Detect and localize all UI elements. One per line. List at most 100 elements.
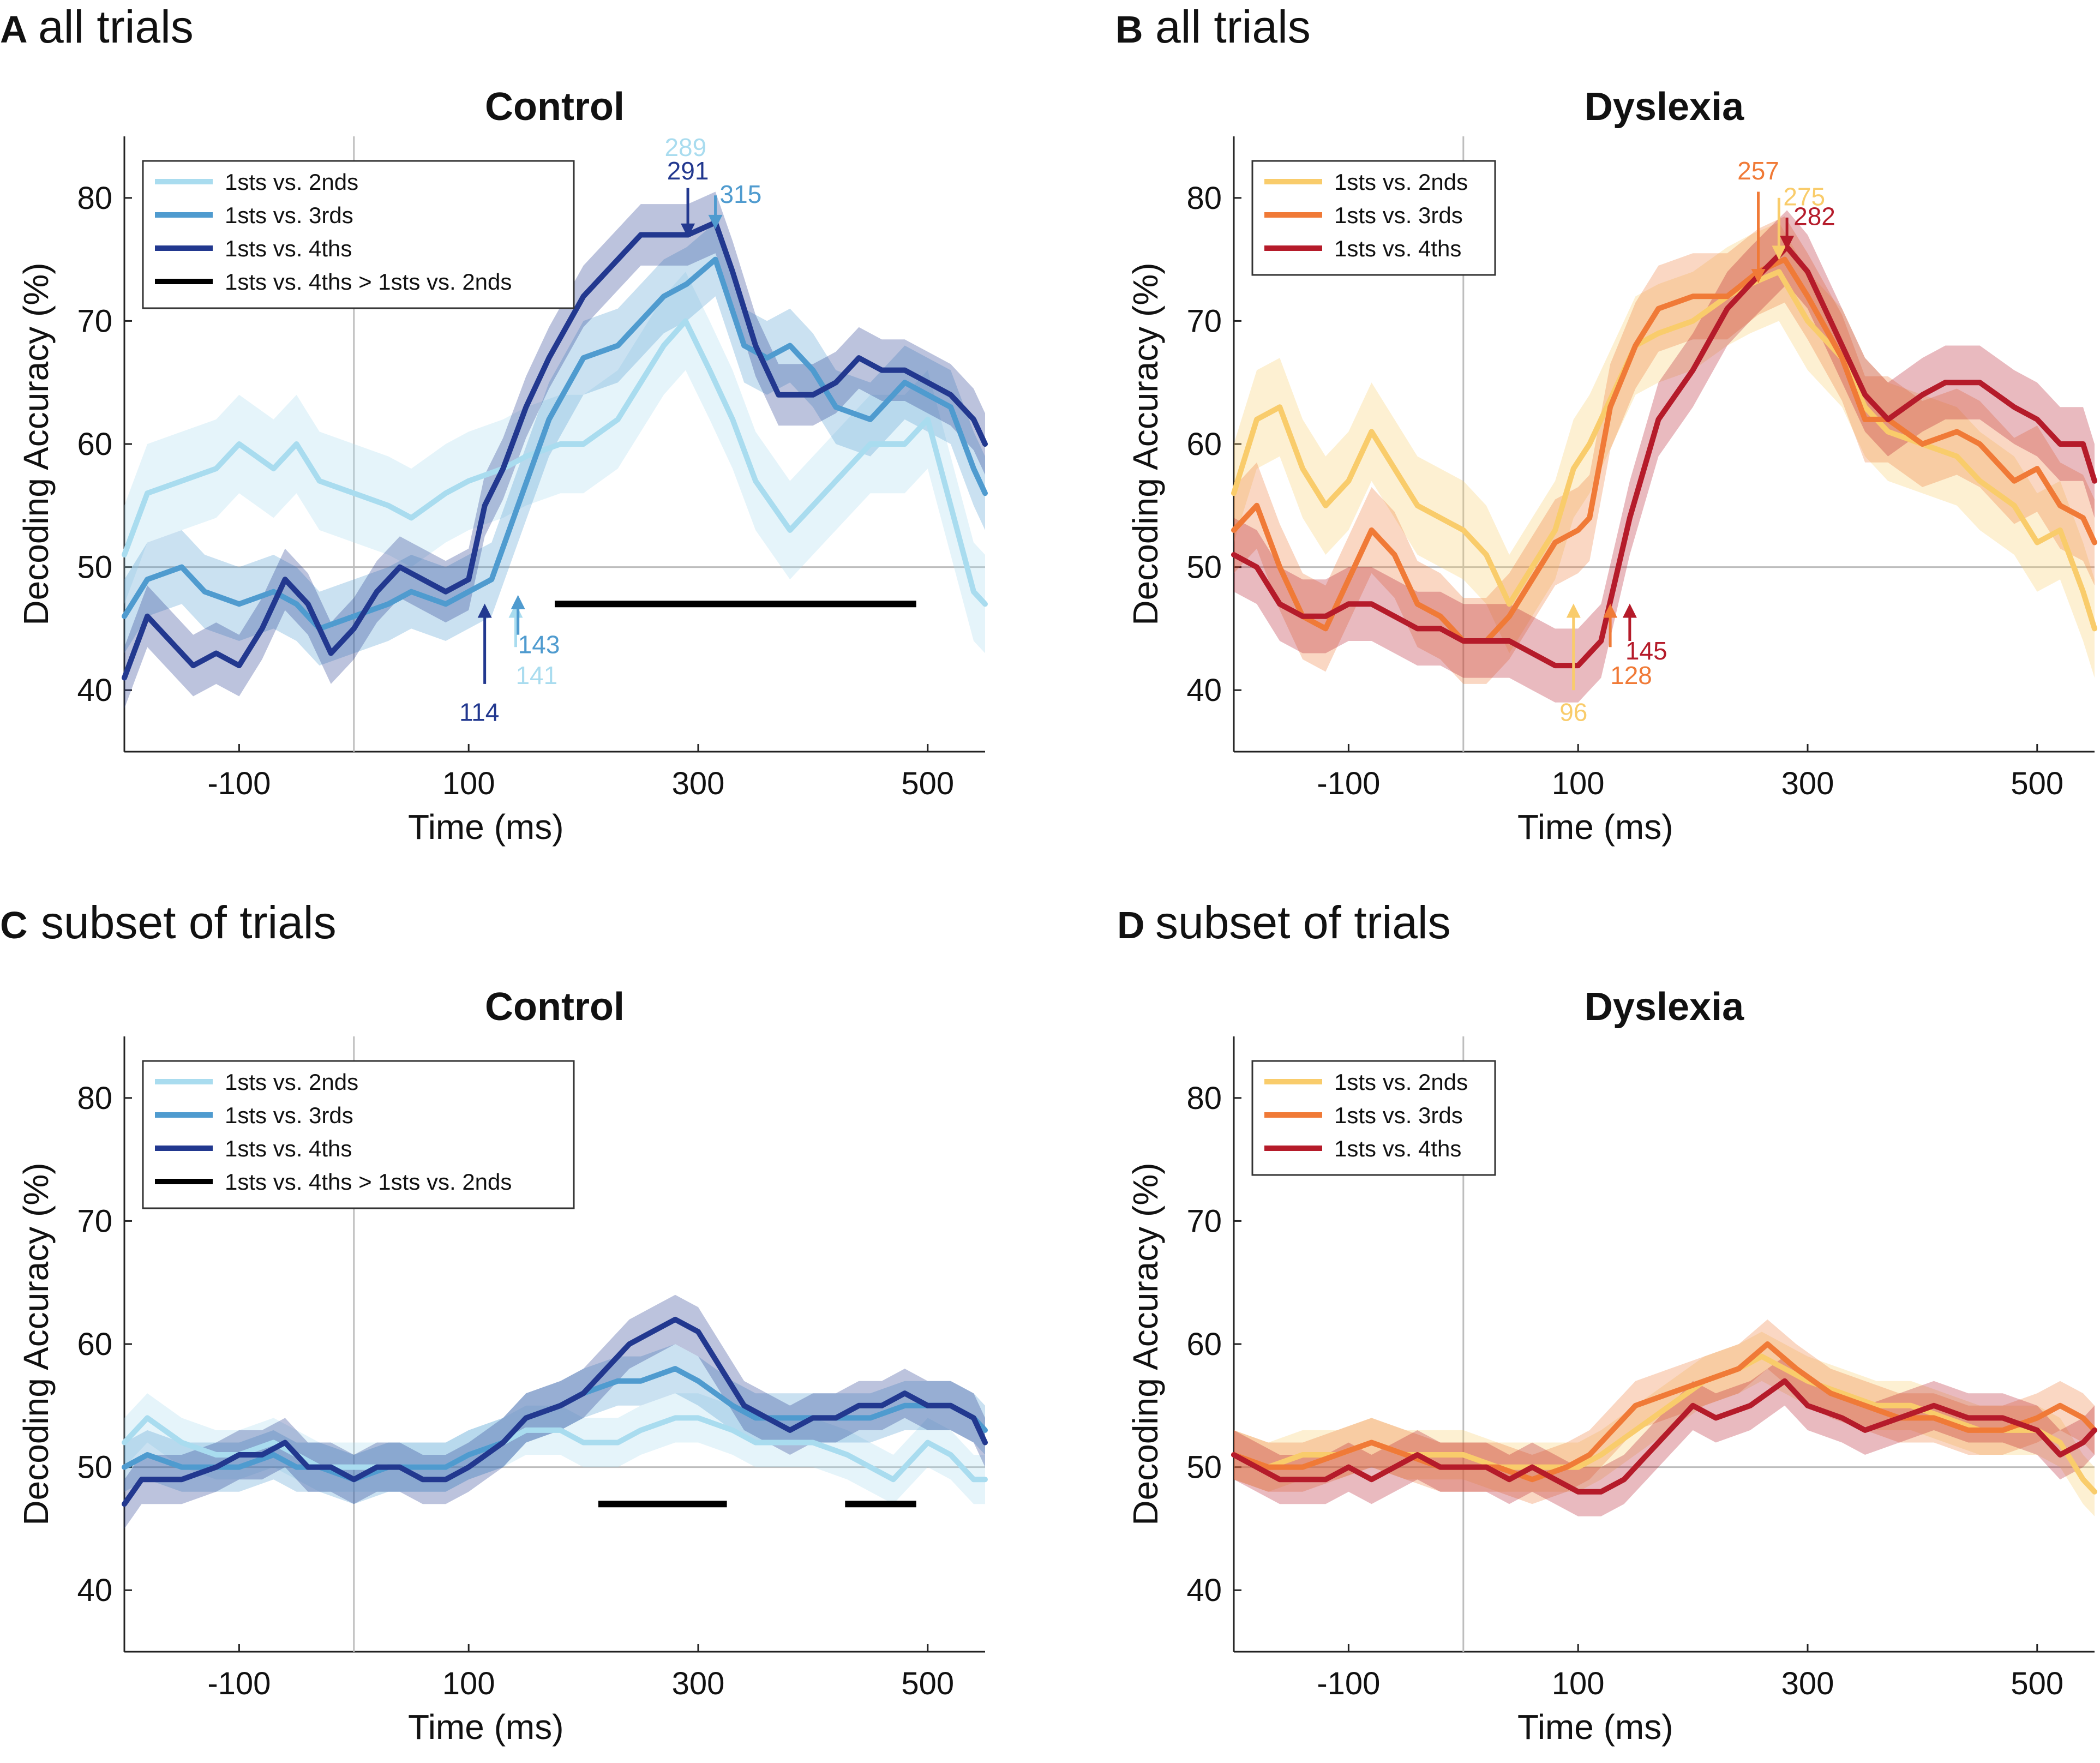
peak-label: 315 (720, 180, 762, 208)
legend-box (142, 1060, 575, 1209)
series-ci-band (1234, 1332, 2095, 1516)
legend-label: 1sts vs. 4ths > 1sts vs. 2nds (225, 269, 512, 295)
legend: 1sts vs. 2nds 1sts vs. 3rds 1sts vs. 4ths (1251, 1060, 1496, 1176)
series-line (1231, 244, 2097, 669)
series-line (1231, 1378, 2097, 1495)
panel-heading: all trials (38, 1, 194, 52)
panel-letter: C (0, 904, 28, 946)
series-ci-band (124, 272, 985, 653)
x-tick-label: -100 (207, 766, 271, 801)
x-tick-label: -100 (207, 1666, 271, 1701)
legend-label: 1sts vs. 3rds (225, 1102, 353, 1128)
legend: 1sts vs. 2nds 1sts vs. 3rds 1sts vs. 4ths (1251, 160, 1496, 276)
series-ci-band (124, 1294, 985, 1529)
y-tick-label: 40 (1186, 673, 1222, 708)
y-tick-label: 70 (77, 1203, 112, 1239)
peak-label: 257 (1737, 157, 1779, 185)
chart-c: 40 50 60 70 80 -100 100 300 500 Time (ms) Decoding… (16, 985, 988, 1747)
onset-arrow-head (511, 595, 525, 609)
series-ci-band (1234, 222, 2095, 678)
onset-arrow-head (1603, 603, 1618, 618)
series-line (122, 318, 988, 607)
panel-heading: subset of trials (1155, 897, 1451, 948)
panel-a-heading: A all trials (0, 1, 194, 52)
legend-label: 1sts vs. 3rds (225, 202, 353, 228)
y-tick-label: 80 (1186, 181, 1222, 216)
legend-label: 1sts vs. 4ths > 1sts vs. 2nds (225, 1169, 512, 1195)
series-line (1231, 1341, 2097, 1483)
x-axis-label: Time (ms) (1517, 1707, 1673, 1747)
legend-label: 1sts vs. 4ths (225, 236, 352, 261)
x-tick-label: 100 (1552, 1666, 1605, 1701)
x-tick-label: 300 (1781, 766, 1834, 801)
y-tick-label: 50 (1186, 1450, 1222, 1485)
y-tick-label: 60 (77, 1327, 112, 1362)
y-tick-label: 70 (77, 303, 112, 339)
x-tick-label: 100 (442, 1666, 495, 1701)
legend-label: 1sts vs. 4ths (1334, 236, 1461, 261)
series-ci-band (1234, 216, 2095, 684)
legend-label: 1sts vs. 4ths (1334, 1136, 1461, 1161)
chart-b: 40 50 60 70 80 -100 100 300 500 Time (ms) Decoding… (1126, 85, 2097, 847)
series-ci-band (124, 1344, 985, 1504)
y-tick-label: 40 (1186, 1573, 1222, 1608)
y-tick-label: 80 (77, 181, 112, 216)
peak-arrow-head (681, 223, 695, 238)
legend-label: 1sts vs. 2nds (1334, 169, 1468, 195)
onset-arrow-head (477, 603, 492, 618)
panel-b-heading: B all trials (1115, 1, 1311, 52)
x-axis-label: Time (ms) (408, 807, 564, 847)
y-tick-label: 60 (1186, 1327, 1222, 1362)
onset-arrow-head (1566, 603, 1581, 618)
peak-arrow-head (1751, 269, 1766, 284)
legend-label: 1sts vs. 3rds (1334, 202, 1463, 228)
chart-title: Dyslexia (1585, 985, 1744, 1029)
y-tick-label: 40 (77, 1573, 112, 1608)
series-line (122, 219, 988, 681)
y-axis-label: Decoding Accuracy (%) (16, 1162, 56, 1525)
peak-arrow-head (1772, 245, 1786, 260)
peak-label: 282 (1793, 202, 1835, 230)
y-tick-label: 70 (1186, 1203, 1222, 1239)
legend-box (142, 160, 575, 309)
panel-heading: subset of trials (41, 897, 337, 948)
legend: 1sts vs. 2nds 1sts vs. 3rds 1sts vs. 4ths 1… (142, 160, 575, 309)
x-tick-label: 500 (901, 1666, 954, 1701)
panel-letter: B (1115, 8, 1143, 51)
legend-label: 1sts vs. 4ths (225, 1136, 352, 1161)
chart-title: Control (485, 85, 625, 129)
y-tick-label: 50 (77, 550, 112, 585)
y-tick-label: 80 (1186, 1081, 1222, 1116)
chart-title: Control (485, 985, 625, 1029)
peak-label: 291 (667, 157, 709, 185)
panel-d-heading: D subset of trials (1117, 897, 1451, 948)
x-tick-label: -100 (1317, 1666, 1380, 1701)
x-tick-label: 100 (442, 766, 495, 801)
y-tick-label: 50 (1186, 550, 1222, 585)
series-line (122, 256, 988, 632)
onset-label: 96 (1559, 698, 1587, 727)
x-tick-label: 300 (672, 766, 725, 801)
x-tick-label: 100 (1552, 766, 1605, 801)
panel-letter: D (1117, 904, 1145, 946)
y-tick-label: 80 (77, 1081, 112, 1116)
onset-label: 145 (1625, 637, 1667, 665)
panel-c-heading: C subset of trials (0, 897, 337, 948)
x-axis-label: Time (ms) (1517, 807, 1673, 847)
onset-label: 143 (518, 631, 560, 659)
y-tick-label: 40 (77, 673, 112, 708)
legend-label: 1sts vs. 3rds (1334, 1102, 1463, 1128)
peak-arrow-head (1780, 236, 1795, 250)
x-axis-label: Time (ms) (408, 1707, 564, 1747)
y-axis-label: Decoding Accuracy (%) (1126, 262, 1165, 625)
legend-label: 1sts vs. 2nds (225, 169, 358, 195)
panel-letter: A (0, 8, 28, 51)
charts: 40 50 60 70 80 -100 100 300 500 Time (ms) Decoding… (16, 85, 2097, 1747)
onset-label: 114 (459, 698, 499, 727)
series-line (1231, 256, 2097, 644)
onset-arrow-head (1622, 603, 1637, 618)
chart-d: 40 50 60 70 80 -100 100 300 500 Time (ms) Decoding… (1126, 985, 2097, 1747)
peak-label: 289 (664, 133, 706, 161)
chart-title: Dyslexia (1585, 85, 1744, 129)
